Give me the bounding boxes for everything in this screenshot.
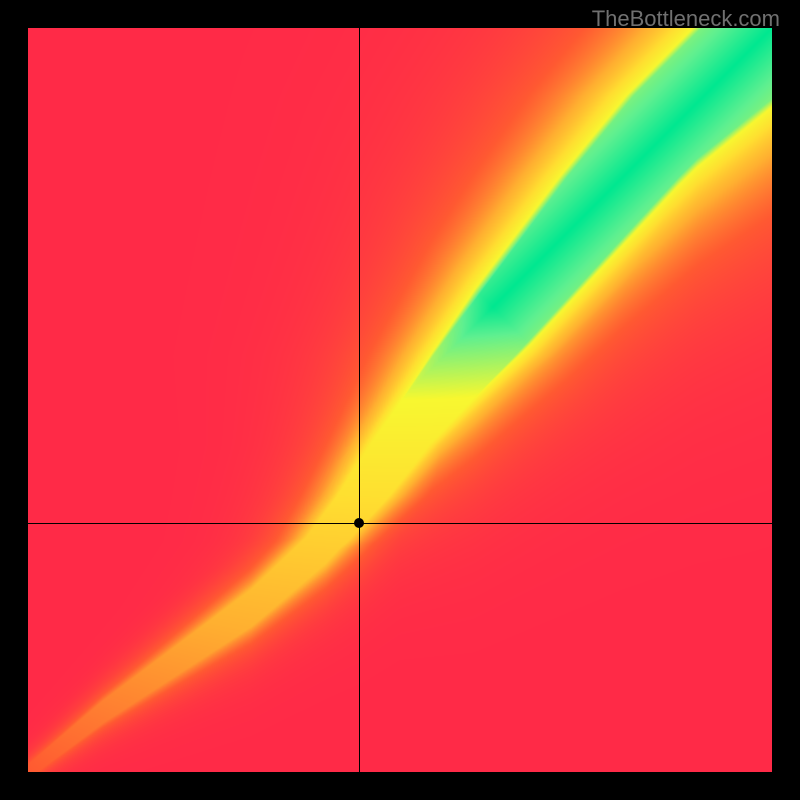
crosshair-horizontal bbox=[28, 523, 772, 524]
crosshair-vertical bbox=[359, 28, 360, 772]
watermark-text: TheBottleneck.com bbox=[592, 6, 780, 32]
heatmap-chart bbox=[28, 28, 772, 772]
crosshair-marker[interactable] bbox=[354, 518, 364, 528]
heatmap-canvas bbox=[28, 28, 772, 772]
